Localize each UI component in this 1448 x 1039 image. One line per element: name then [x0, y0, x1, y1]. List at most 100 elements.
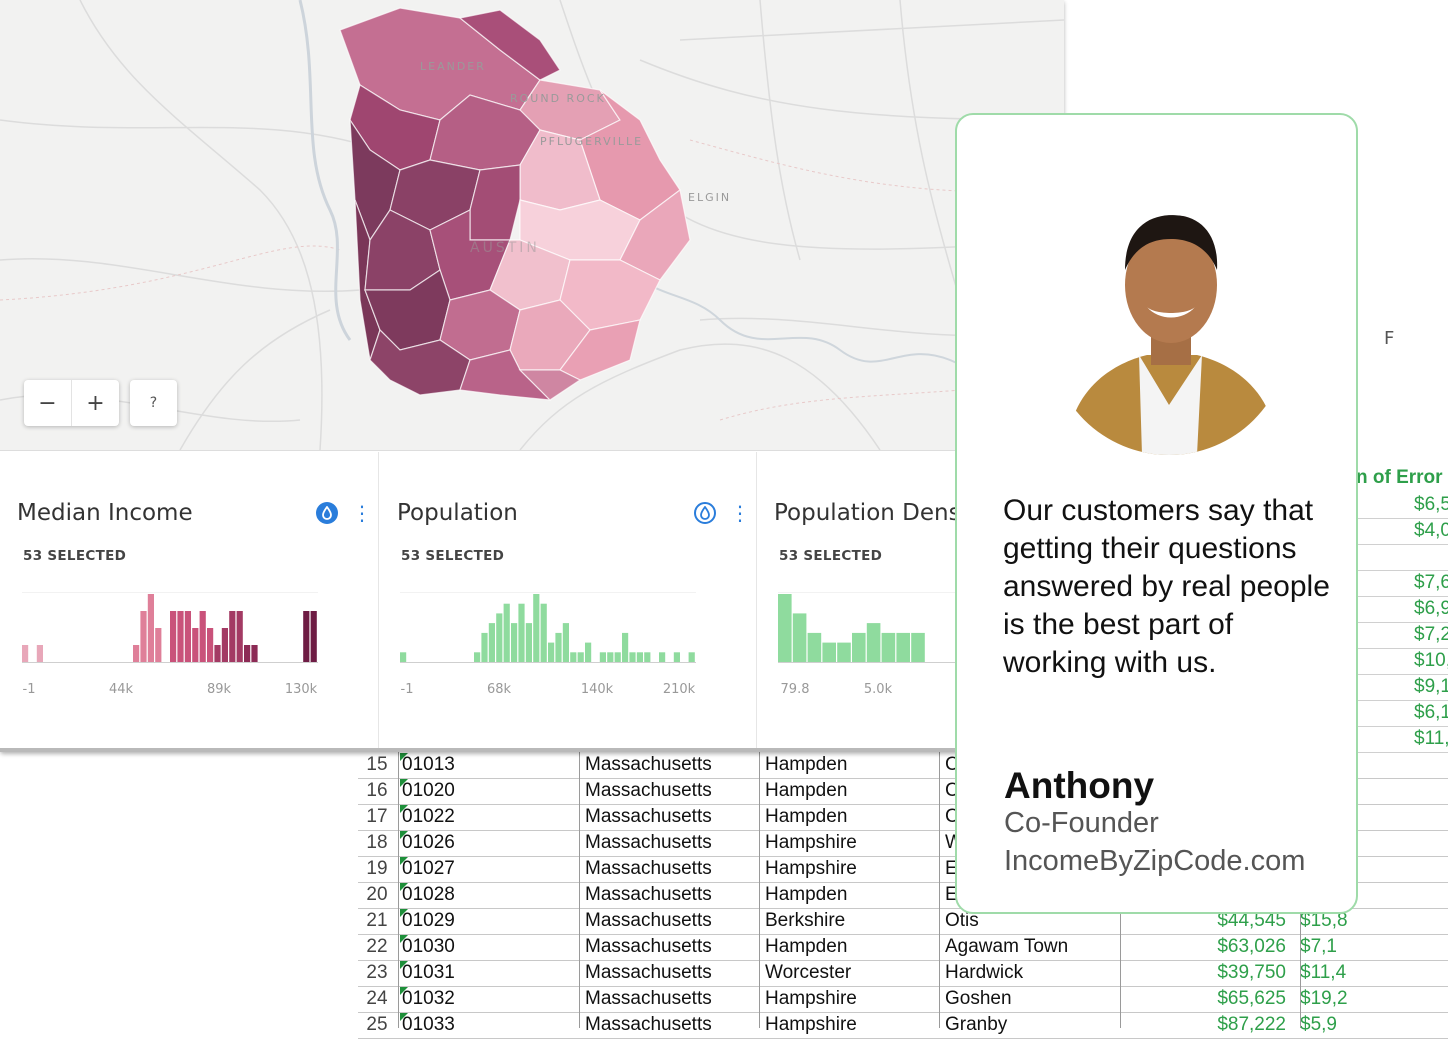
row-number[interactable]: 20: [366, 884, 388, 905]
histogram-bar[interactable]: [792, 613, 807, 662]
histogram-bar[interactable]: [866, 623, 881, 662]
table-row[interactable]: 25 01033 Massachusetts Hampshire Granby $87,2…: [358, 1012, 1448, 1039]
histogram-bar[interactable]: [303, 611, 310, 662]
income-cell[interactable]: $63,026: [1217, 936, 1286, 957]
row-number[interactable]: 15: [366, 754, 388, 775]
state-cell[interactable]: Massachusetts: [585, 806, 712, 827]
county-cell[interactable]: Hampshire: [765, 988, 857, 1009]
histogram-bar[interactable]: [400, 652, 407, 662]
histogram-bar[interactable]: [229, 611, 236, 662]
state-cell[interactable]: Massachusetts: [585, 962, 712, 983]
histogram-bar[interactable]: [481, 632, 488, 662]
histogram-bar[interactable]: [555, 632, 562, 662]
histogram-bar[interactable]: [636, 652, 643, 662]
row-number[interactable]: 18: [366, 832, 388, 853]
histogram-bar[interactable]: [170, 611, 177, 662]
moe-cell[interactable]: $9,1: [1300, 674, 1448, 701]
histogram-bar[interactable]: [140, 611, 147, 662]
zip-cell[interactable]: 01030: [400, 935, 455, 957]
histogram-bar[interactable]: [511, 623, 518, 662]
zip-cell[interactable]: 01033: [400, 1013, 455, 1035]
column-header-f[interactable]: F: [1384, 328, 1395, 349]
histogram-bar[interactable]: [207, 628, 214, 662]
moe-cell[interactable]: $7,2: [1300, 622, 1448, 649]
histogram-bar[interactable]: [570, 652, 577, 662]
zoom-in-button[interactable]: +: [71, 380, 119, 426]
histogram-bar[interactable]: [147, 594, 154, 662]
histogram-bar[interactable]: [688, 652, 695, 662]
moe-cell[interactable]: $6,5: [1300, 492, 1448, 519]
histogram-bar[interactable]: [221, 628, 228, 662]
histogram-bar[interactable]: [562, 623, 569, 662]
histogram-bar[interactable]: [244, 645, 251, 662]
state-cell[interactable]: Massachusetts: [585, 910, 712, 931]
widget-menu-icon[interactable]: ⋮: [352, 501, 372, 525]
table-row[interactable]: 21 01029 Massachusetts Berkshire Otis $44,545…: [358, 908, 1448, 935]
state-cell[interactable]: Massachusetts: [585, 988, 712, 1009]
zip-cell[interactable]: 01026: [400, 831, 455, 853]
moe-cell[interactable]: $6,9: [1300, 596, 1448, 623]
histogram-bar[interactable]: [548, 642, 555, 662]
moe-cell[interactable]: $4,0: [1300, 518, 1448, 545]
moe-cell[interactable]: $10,0: [1300, 648, 1448, 675]
county-cell[interactable]: Hampden: [765, 936, 848, 957]
widget-menu-icon[interactable]: ⋮: [730, 501, 750, 525]
histogram-bar[interactable]: [36, 645, 43, 662]
histogram-bar[interactable]: [533, 594, 540, 662]
table-row[interactable]: 22 01030 Massachusetts Hampden Agawam Town $6…: [358, 934, 1448, 961]
histogram-bar[interactable]: [599, 652, 606, 662]
county-cell[interactable]: Worcester: [765, 962, 852, 983]
zip-cell[interactable]: 01020: [400, 779, 455, 801]
moe-cell[interactable]: $19,2: [1300, 988, 1348, 1009]
county-cell[interactable]: Hampden: [765, 806, 848, 827]
histogram-bar[interactable]: [251, 645, 258, 662]
histogram-bar[interactable]: [236, 611, 243, 662]
histogram-bar[interactable]: [673, 652, 680, 662]
zip-cell[interactable]: 01031: [400, 961, 455, 983]
histogram-bar[interactable]: [474, 652, 481, 662]
histogram-bar[interactable]: [585, 642, 592, 662]
moe-cell[interactable]: $6,1: [1300, 700, 1448, 727]
zip-cell[interactable]: 01032: [400, 987, 455, 1009]
histogram-bar[interactable]: [133, 645, 140, 662]
histogram-bar[interactable]: [807, 632, 822, 662]
choropleth-region[interactable]: [339, 7, 691, 401]
row-number[interactable]: 19: [366, 858, 388, 879]
state-cell[interactable]: Massachusetts: [585, 832, 712, 853]
county-cell[interactable]: Berkshire: [765, 910, 846, 931]
moe-cell[interactable]: $15,8: [1300, 910, 1348, 931]
county-cell[interactable]: Hampden: [765, 754, 848, 775]
histogram-bar[interactable]: [503, 603, 510, 662]
city-cell[interactable]: Goshen: [945, 988, 1012, 1009]
zip-cell[interactable]: 01022: [400, 805, 455, 827]
histogram-bar[interactable]: [22, 645, 29, 662]
moe-cell[interactable]: [1300, 544, 1448, 571]
histogram-bar[interactable]: [778, 594, 792, 662]
county-cell[interactable]: Hampshire: [765, 1014, 857, 1035]
histogram-bar[interactable]: [896, 632, 910, 662]
city-cell[interactable]: Granby: [945, 1014, 1008, 1035]
droplet-filled-icon[interactable]: [316, 502, 338, 524]
income-cell[interactable]: $65,625: [1217, 988, 1286, 1009]
histogram-bar[interactable]: [822, 642, 836, 662]
county-cell[interactable]: Hampshire: [765, 858, 857, 879]
state-cell[interactable]: Massachusetts: [585, 1014, 712, 1035]
moe-cell[interactable]: $7,6: [1300, 570, 1448, 597]
histogram-bar[interactable]: [488, 623, 495, 662]
state-cell[interactable]: Massachusetts: [585, 884, 712, 905]
row-number[interactable]: 25: [366, 1014, 388, 1035]
histogram-bar[interactable]: [911, 632, 925, 662]
histogram-bar[interactable]: [310, 611, 317, 662]
income-cell[interactable]: $39,750: [1217, 962, 1286, 983]
histogram-bar[interactable]: [177, 611, 184, 662]
map[interactable]: LEANDER ROUND ROCK PFLUGERVILLE ELGIN AU…: [0, 0, 1064, 451]
city-cell[interactable]: Otis: [945, 910, 979, 931]
margin-of-error-header[interactable]: n of Error: [1356, 467, 1443, 488]
zip-cell[interactable]: 01013: [400, 753, 455, 775]
histogram-bar[interactable]: [184, 611, 191, 662]
county-cell[interactable]: Hampshire: [765, 832, 857, 853]
row-number[interactable]: 23: [366, 962, 388, 983]
county-cell[interactable]: Hampden: [765, 884, 848, 905]
histogram-bar[interactable]: [214, 645, 221, 662]
